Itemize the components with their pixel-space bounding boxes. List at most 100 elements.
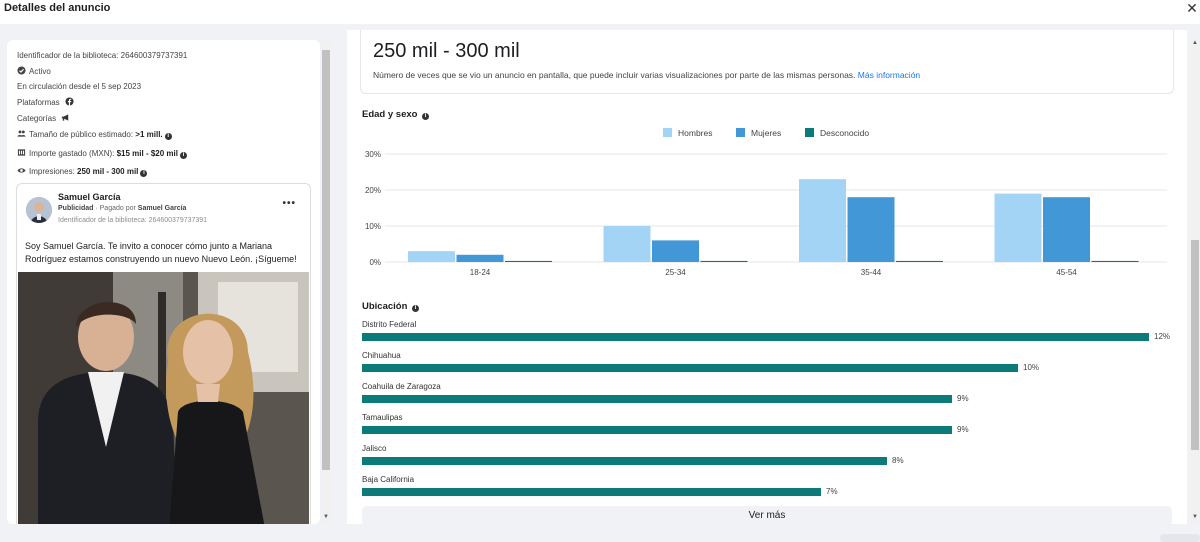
info-icon[interactable]: i	[140, 170, 148, 177]
running-since: En circulación desde el 5 sep 2023	[17, 82, 142, 91]
impressions-description: Número de veces que se vio un anuncio en…	[373, 70, 920, 80]
location-name: Chihuahua	[362, 351, 401, 360]
audience-label: Tamaño de público estimado:	[29, 130, 134, 139]
more-options-button[interactable]: •••	[282, 198, 296, 209]
legend-label: Desconocido	[820, 128, 869, 138]
impressions-label: Impresiones:	[29, 167, 75, 176]
location-percent: 12%	[1154, 332, 1171, 341]
location-bar-row: 12%	[362, 332, 1182, 342]
facebook-icon	[65, 97, 74, 106]
location-bar	[362, 426, 952, 434]
spend-row: Importe gastado (MXN): $15 mil - $20 mil…	[17, 148, 187, 159]
legend-swatch	[736, 128, 745, 137]
bar-desconocido	[505, 260, 552, 262]
legend-swatch	[805, 128, 814, 137]
bar-desconocido	[896, 260, 943, 262]
location-title: Ubicación	[362, 301, 408, 312]
x-tick-label: 45-54	[1056, 268, 1077, 277]
bar-desconocido	[700, 260, 748, 262]
scroll-down-arrow-icon[interactable]: ▼	[1192, 514, 1198, 520]
info-icon[interactable]: i	[412, 305, 420, 312]
close-icon[interactable]: ✕	[1186, 0, 1198, 16]
bar-hombres	[603, 226, 651, 262]
bar-desconocido	[1091, 260, 1139, 262]
y-tick-label: 0%	[369, 258, 381, 267]
impressions-description-text: Número de veces que se vio un anuncio en…	[373, 70, 856, 80]
location-bar	[362, 457, 887, 465]
library-id: Identificador de la biblioteca: 26460037…	[17, 51, 188, 60]
categories-label: Categorías	[17, 114, 57, 123]
location-name: Coahuila de Zaragoza	[362, 382, 441, 391]
location-item: Baja California 7%	[362, 475, 1182, 497]
paid-by-name: Samuel García	[137, 205, 187, 212]
location-percent: 7%	[826, 487, 838, 496]
audience-value: >1 mill.	[135, 130, 163, 139]
location-item: Tamaulipas 9%	[362, 413, 1182, 435]
ad-photo	[18, 272, 309, 524]
location-bar-row: 9%	[362, 425, 1182, 435]
spend-value: $15 mil - $20 mil	[116, 149, 178, 158]
legend-swatch	[663, 128, 672, 137]
scroll-up-arrow-icon[interactable]: ▲	[1192, 40, 1198, 46]
left-scrollbar[interactable]: ▼	[321, 40, 331, 524]
location-percent: 8%	[892, 456, 904, 465]
age-sex-chart: Hombres Mujeres Desconocido 0% 10% 20% 30% 18-2…	[365, 128, 1167, 277]
location-bar-row: 10%	[362, 363, 1182, 373]
bar-mujeres	[1043, 197, 1090, 262]
right-scrollbar[interactable]: ▲ ▼	[1190, 40, 1200, 524]
more-info-link[interactable]: Más información	[857, 70, 921, 80]
location-section-title: Ubicación i	[362, 301, 420, 312]
page-name[interactable]: Samuel García	[58, 192, 121, 202]
location-bar	[362, 364, 1018, 372]
x-tick-label: 18-24	[470, 268, 491, 277]
location-bar	[362, 395, 952, 403]
location-percent: 9%	[957, 394, 969, 403]
y-tick-label: 30%	[365, 150, 381, 159]
location-name: Tamaulipas	[362, 413, 403, 422]
x-tick-label: 35-44	[861, 268, 882, 277]
age-sex-title: Edad y sexo	[362, 109, 418, 120]
avatar[interactable]	[26, 197, 52, 223]
see-more-button[interactable]: Ver más	[362, 506, 1172, 524]
y-tick-label: 10%	[365, 222, 381, 231]
audience-row: Tamaño de público estimado: >1 mill. i	[17, 129, 172, 140]
legend-label: Mujeres	[751, 128, 781, 138]
status-row: Activo	[17, 66, 51, 76]
location-item: Distrito Federal 12%	[362, 320, 1182, 342]
info-icon[interactable]: i	[164, 133, 172, 140]
sponsored-label: Publicidad	[58, 205, 94, 212]
bank-icon	[17, 149, 26, 156]
footer-button[interactable]	[1160, 534, 1200, 542]
bar-hombres	[408, 251, 455, 262]
eye-icon	[17, 168, 26, 173]
categories-row: Categorías	[17, 113, 73, 123]
bar-hombres	[799, 179, 846, 262]
location-name: Jalisco	[362, 444, 387, 453]
location-item: Coahuila de Zaragoza 9%	[362, 382, 1182, 404]
ad-details-panel: Identificador de la biblioteca: 26460037…	[7, 40, 320, 524]
paid-by-prefix: · Pagado por	[93, 205, 138, 212]
left-scrollbar-thumb[interactable]	[322, 50, 330, 470]
y-tick-label: 20%	[365, 186, 381, 195]
location-name: Baja California	[362, 475, 415, 484]
impressions-value: 250 mil - 300 mil	[77, 167, 139, 176]
info-icon[interactable]: i	[179, 152, 187, 159]
ad-body-text: Soy Samuel García. Te invito a conocer c…	[25, 241, 297, 264]
location-percent: 10%	[1023, 363, 1040, 372]
info-icon[interactable]: i	[422, 113, 430, 120]
legend-label: Hombres	[678, 128, 712, 138]
modal-header: Detalles del anuncio ✕	[0, 0, 1200, 24]
right-scrollbar-thumb[interactable]	[1191, 240, 1199, 450]
impressions-card: 250 mil - 300 mil Número de veces que se…	[360, 30, 1174, 94]
ad-preview-card: Samuel García Publicidad · Pagado por Sa…	[16, 183, 311, 524]
impressions-row: Impresiones: 250 mil - 300 mil i	[17, 166, 148, 177]
bar-mujeres	[652, 240, 699, 262]
location-percent: 9%	[957, 425, 969, 434]
location-bar-row: 9%	[362, 394, 1182, 404]
location-bar	[362, 333, 1149, 341]
ad-insights-panel: 250 mil - 300 mil Número de veces que se…	[347, 30, 1187, 524]
scroll-down-arrow-icon[interactable]: ▼	[323, 514, 329, 520]
megaphone-icon	[62, 114, 69, 121]
bar-mujeres	[456, 254, 504, 262]
ad-library-id: Identificador de la biblioteca: 26460037…	[58, 217, 208, 224]
